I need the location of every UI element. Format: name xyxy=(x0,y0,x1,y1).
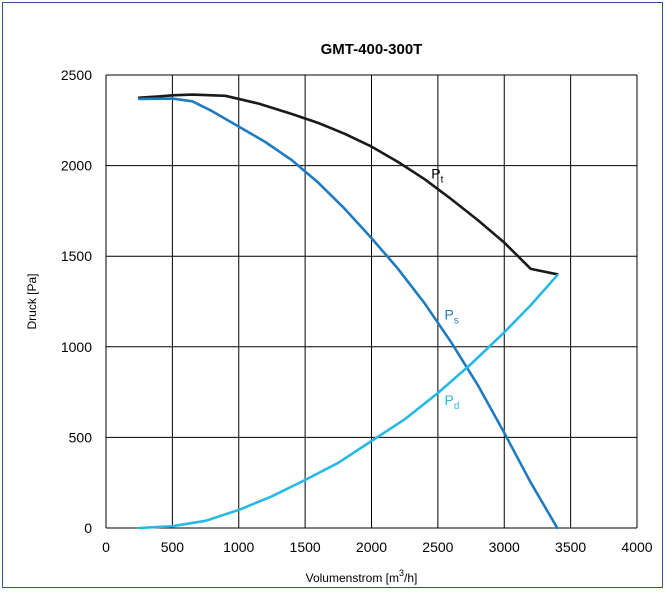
x-axis-ticks: 0 500 1000 1500 2000 2500 3000 3500 4000 xyxy=(102,539,653,555)
x-tick-label: 1500 xyxy=(290,539,321,555)
curves xyxy=(137,93,559,530)
curve-labels: Pt Ps Pd xyxy=(431,165,459,412)
y-tick-label: 1500 xyxy=(61,248,92,264)
series-line-Pt xyxy=(137,93,559,276)
x-tick-label: 2500 xyxy=(422,539,453,555)
grid xyxy=(105,74,638,529)
y-axis-ticks: 0 500 1000 1500 2000 2500 xyxy=(61,67,92,536)
x-tick-label: 2000 xyxy=(356,539,387,555)
series-line-Pd xyxy=(137,273,559,530)
x-tick-label: 3500 xyxy=(555,539,586,555)
x-tick-label: 4000 xyxy=(621,539,652,555)
x-tick-label: 3000 xyxy=(489,539,520,555)
y-tick-label: 1000 xyxy=(61,339,92,355)
series-label-Ps: Ps xyxy=(445,307,459,327)
y-tick-label: 500 xyxy=(69,429,93,445)
x-tick-label: 500 xyxy=(161,539,185,555)
series-label-Pd: Pd xyxy=(445,392,460,412)
series-line-Ps xyxy=(137,97,559,530)
chart-title: GMT-400-300T xyxy=(321,41,423,58)
y-tick-label: 2500 xyxy=(61,67,92,83)
series-label-Pt: Pt xyxy=(431,165,443,185)
y-tick-label: 2000 xyxy=(61,158,92,174)
x-tick-label: 1000 xyxy=(223,539,254,555)
x-tick-label: 0 xyxy=(102,539,110,555)
y-axis-label: Druck [Pa] xyxy=(25,273,39,329)
y-tick-label: 0 xyxy=(84,520,92,536)
x-axis-label: Volumenstrom [m3/h] xyxy=(306,568,418,585)
